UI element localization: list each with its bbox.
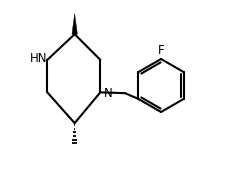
- Text: N: N: [104, 87, 112, 100]
- Text: HN: HN: [30, 52, 47, 65]
- Text: F: F: [157, 44, 164, 57]
- Polygon shape: [72, 14, 77, 34]
